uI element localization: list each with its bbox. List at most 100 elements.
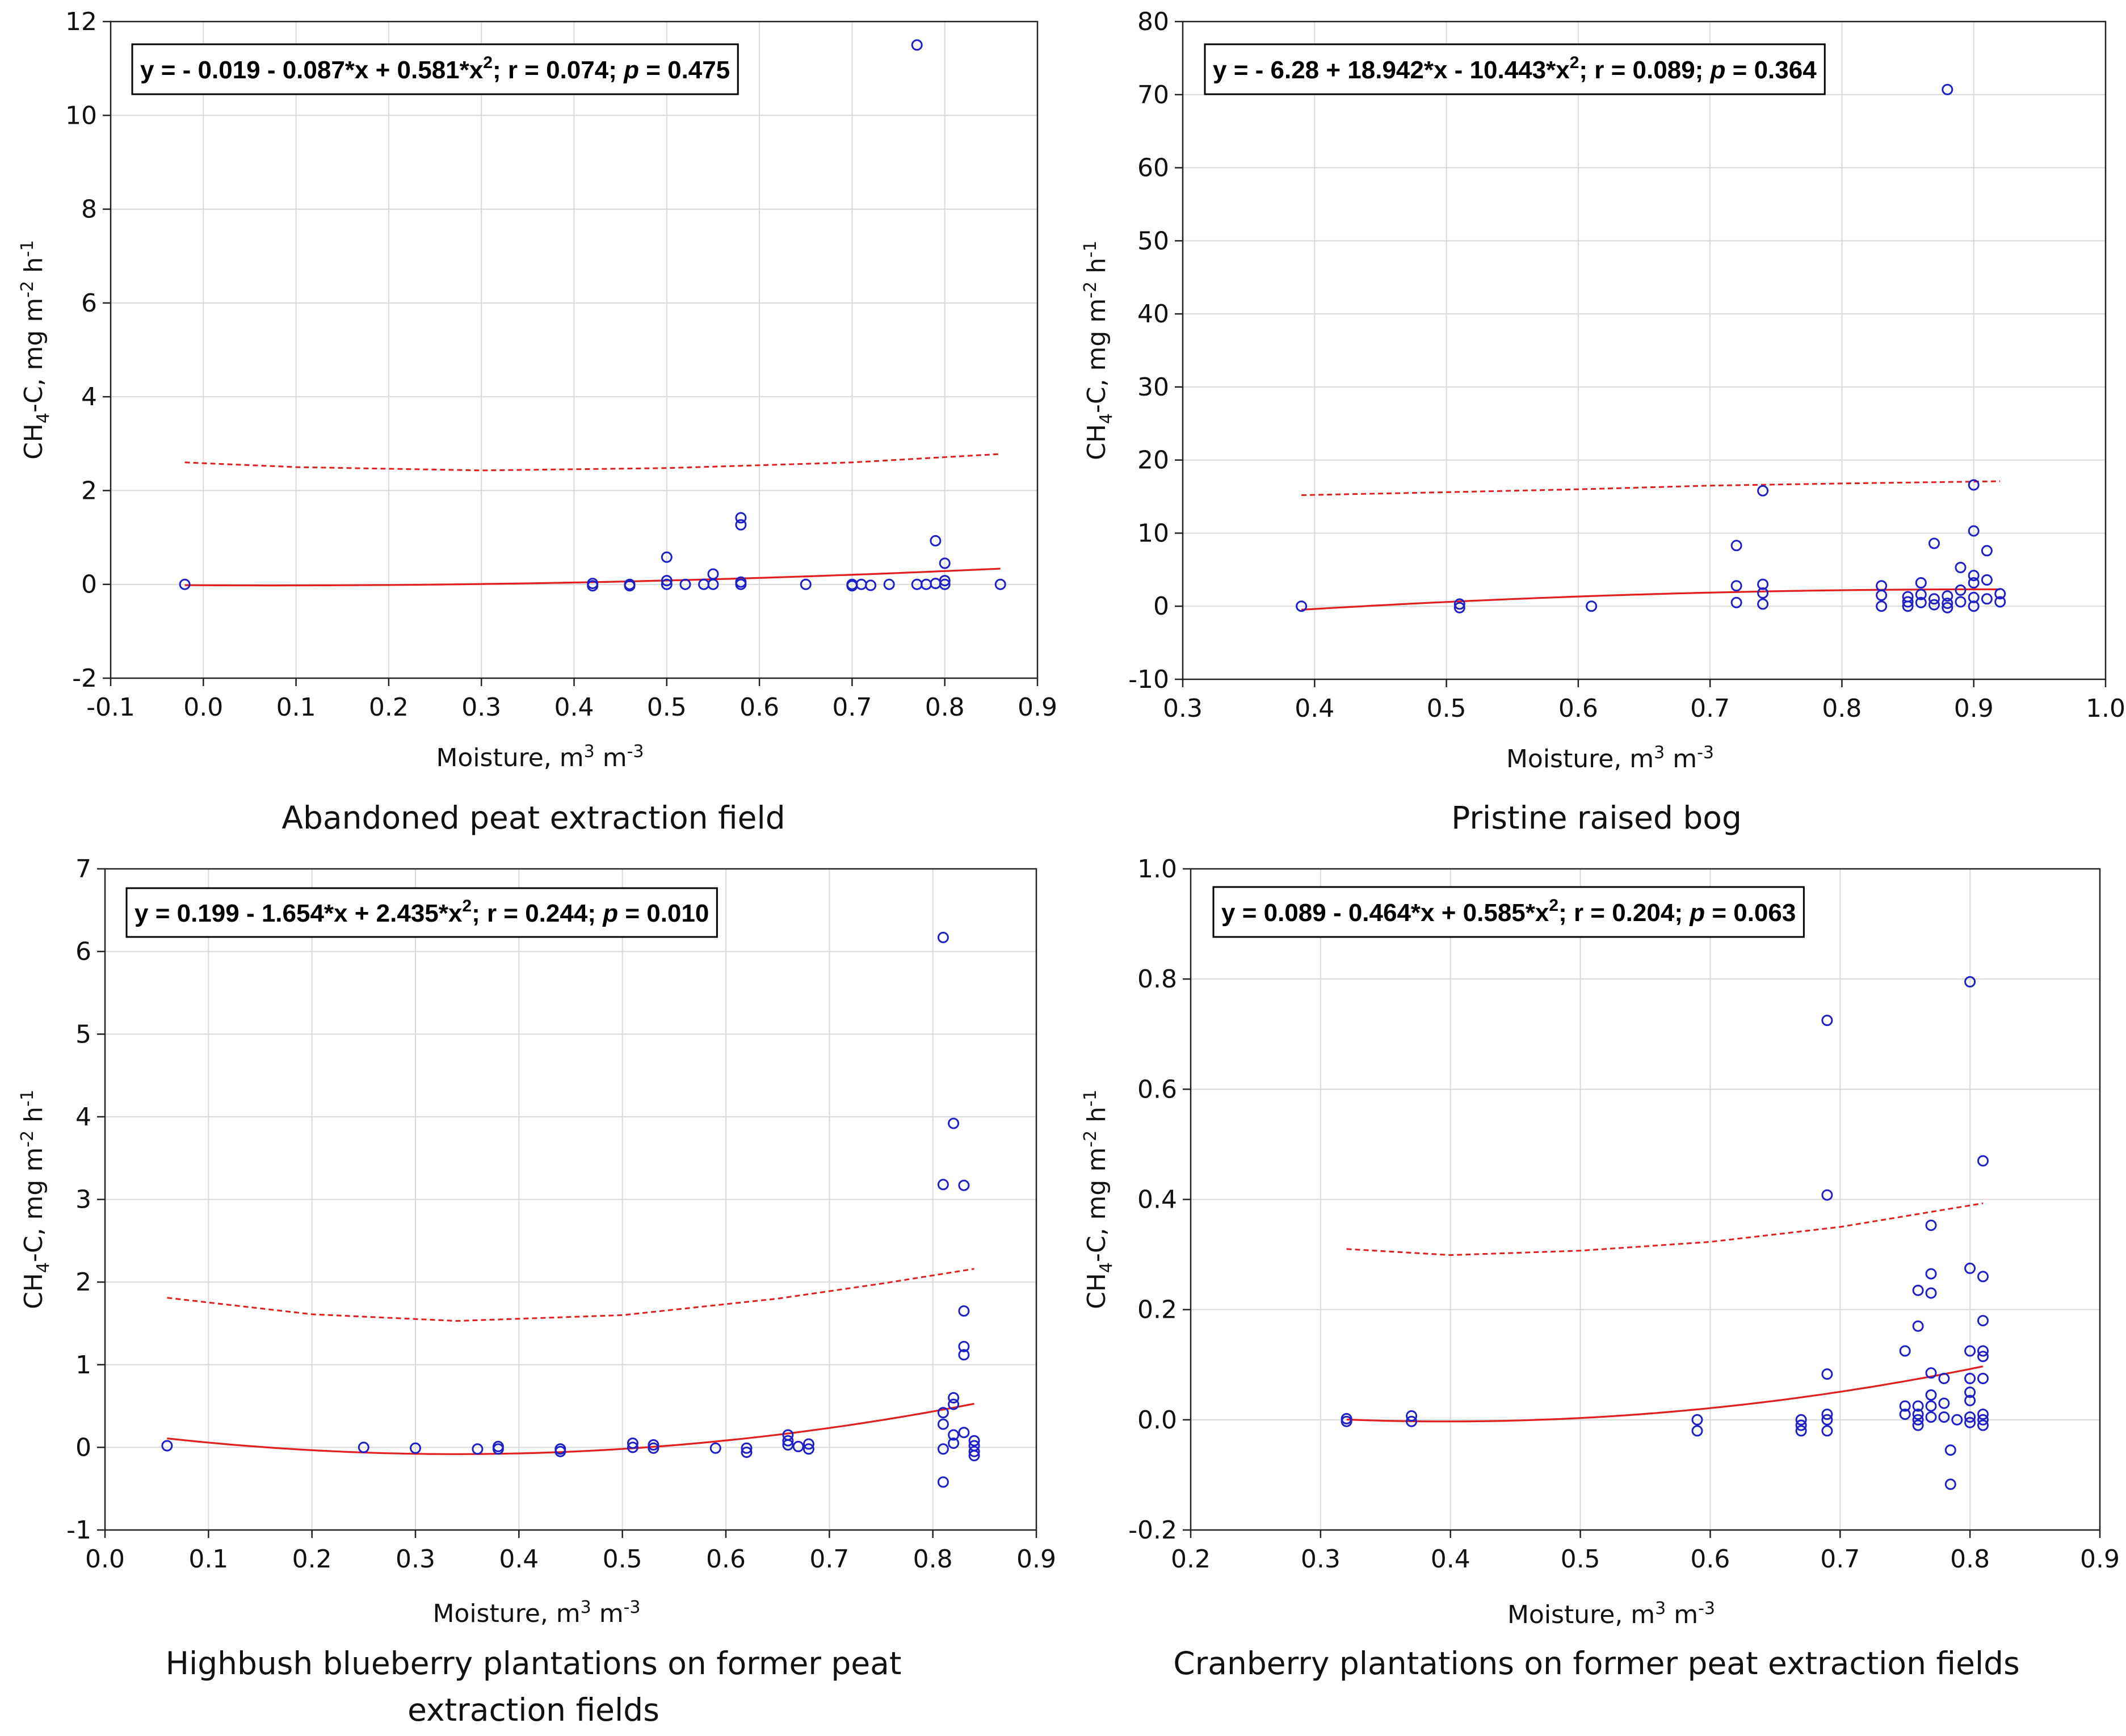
data-point <box>492 1443 504 1455</box>
y-tick-label: 40 <box>1137 300 1169 329</box>
x-tick-label: 0.0 <box>183 693 223 722</box>
data-point <box>1406 1415 1418 1427</box>
data-point <box>1928 593 1940 605</box>
y-tick-label: 5 <box>75 1020 91 1049</box>
x-tick-label: 0.4 <box>1431 1545 1470 1574</box>
data-point <box>1938 1411 1950 1423</box>
data-point <box>939 557 951 569</box>
data-point <box>1951 1414 1963 1426</box>
y-tick-label: 3 <box>75 1186 91 1214</box>
chart-caption: Cranberry plantations on former peat ext… <box>1173 1645 2020 1682</box>
x-tick-label: 0.8 <box>1822 694 1862 723</box>
x-tick-label: 0.8 <box>925 693 965 722</box>
data-point <box>1912 1414 1924 1426</box>
x-tick-label: 0.7 <box>1820 1545 1860 1574</box>
equation-box <box>1204 43 1826 95</box>
x-axis-title: Moisture, m3 m-3 <box>1507 1599 1715 1629</box>
data-point <box>958 1427 970 1439</box>
data-point <box>1757 587 1769 599</box>
regression-fit-line <box>1346 1365 1984 1423</box>
data-point <box>782 1435 794 1447</box>
y-tick-label: 4 <box>81 382 97 411</box>
y-tick-label: 0.2 <box>1137 1296 1177 1325</box>
y-tick-label: 0 <box>81 570 97 599</box>
data-point <box>1964 976 1976 987</box>
data-point <box>1955 584 1967 596</box>
data-point <box>741 1447 753 1458</box>
x-tick-label: 0.7 <box>832 693 872 722</box>
data-point <box>1757 578 1769 590</box>
data-point <box>1821 1015 1833 1026</box>
data-point <box>1757 598 1769 610</box>
x-tick-label: 0.8 <box>1950 1545 1990 1574</box>
data-point <box>1915 589 1927 600</box>
data-point <box>958 1340 970 1352</box>
x-tick-label: 0.7 <box>1690 694 1730 723</box>
gridlines <box>1183 22 2106 679</box>
data-point <box>1902 600 1914 612</box>
data-point <box>958 1349 970 1361</box>
data-point <box>1821 1368 1833 1380</box>
data-point <box>661 551 673 563</box>
x-axis-title: Moisture, m3 m-3 <box>1506 743 1714 774</box>
data-point <box>648 1442 659 1454</box>
data-point <box>1977 1414 1989 1426</box>
data-point <box>939 575 951 587</box>
chart-caption: Pristine raised bog <box>1451 800 1742 836</box>
data-point <box>735 512 747 524</box>
regression-equation: y = 0.199 - 1.654*x + 2.435*x2; r = 0.24… <box>135 897 709 927</box>
y-tick-label: 0.4 <box>1137 1186 1177 1214</box>
data-point <box>911 39 923 51</box>
x-tick-label: 0.5 <box>1561 1545 1600 1574</box>
data-point <box>1912 1400 1924 1412</box>
x-tick-label: 0.9 <box>1954 694 1994 723</box>
data-point <box>1730 596 1742 608</box>
data-point <box>1795 1425 1807 1437</box>
data-point <box>627 1437 638 1449</box>
scatter-plot-abandoned-field: -0.1 0.0 0.1 0.2 0.3 0.4 0.5 0.6 0.7 0.8 0.9 -2 0 2 4 6… <box>18 7 1057 772</box>
data-point <box>1968 570 1980 582</box>
regression-equation: y = 0.089 - 0.464*x + 0.585*x2; r = 0.20… <box>1221 896 1796 927</box>
data-point <box>968 1435 980 1447</box>
data-point <box>1964 1386 1976 1398</box>
data-point <box>1938 1373 1950 1384</box>
y-tick-label: -2 <box>72 664 97 693</box>
data-point <box>1795 1419 1807 1431</box>
data-point <box>1955 562 1967 573</box>
y-tick-label: 30 <box>1137 373 1169 402</box>
data-point <box>1955 596 1967 608</box>
regression-fit-line <box>184 568 1001 587</box>
data-point <box>1994 596 2006 608</box>
data-point <box>161 1440 173 1452</box>
chart-panel-blueberry: 0.0 0.1 0.2 0.3 0.4 0.5 0.6 0.7 0.8 0.9 -1 0 1 2 3 4 5 6 7… <box>0 840 1063 1736</box>
plot-frame <box>1182 20 2107 680</box>
data-points <box>179 39 1006 592</box>
y-tick-label: 4 <box>75 1103 91 1132</box>
data-point <box>1912 1409 1924 1420</box>
scatter-plot-blueberry: 0.0 0.1 0.2 0.3 0.4 0.5 0.6 0.7 0.8 0.9 -1 0 1 2 3 4 5 6 7… <box>18 855 1056 1628</box>
data-point <box>1912 1419 1924 1431</box>
y-axis-title: CH4-C, mg m-2 h-1 <box>18 1090 53 1309</box>
equation-box <box>1212 886 1805 938</box>
equation-box <box>131 43 739 95</box>
data-point <box>1942 602 1953 613</box>
x-tick-label: 0.2 <box>369 693 409 722</box>
x-tick-label: 0.9 <box>2080 1545 2120 1574</box>
y-tick-label: -0.2 <box>1128 1516 1177 1545</box>
data-point <box>1912 1320 1924 1332</box>
data-point <box>1981 593 1993 605</box>
data-point <box>709 1442 721 1454</box>
regression-equation: y = - 6.28 + 18.942*x - 10.443*x2; r = 0… <box>1213 53 1817 84</box>
y-tick-label: 20 <box>1137 446 1169 475</box>
y-tick-label: 70 <box>1137 81 1169 110</box>
data-point <box>1925 1220 1937 1231</box>
data-point <box>1757 485 1769 497</box>
data-point <box>1730 580 1742 592</box>
data-point <box>472 1443 484 1455</box>
x-tick-label: 0.3 <box>1163 694 1203 723</box>
data-point <box>1876 600 1888 612</box>
y-tick-label: 60 <box>1137 154 1169 183</box>
data-points <box>1341 976 1989 1490</box>
data-point <box>624 580 636 592</box>
data-point <box>1981 545 1993 557</box>
